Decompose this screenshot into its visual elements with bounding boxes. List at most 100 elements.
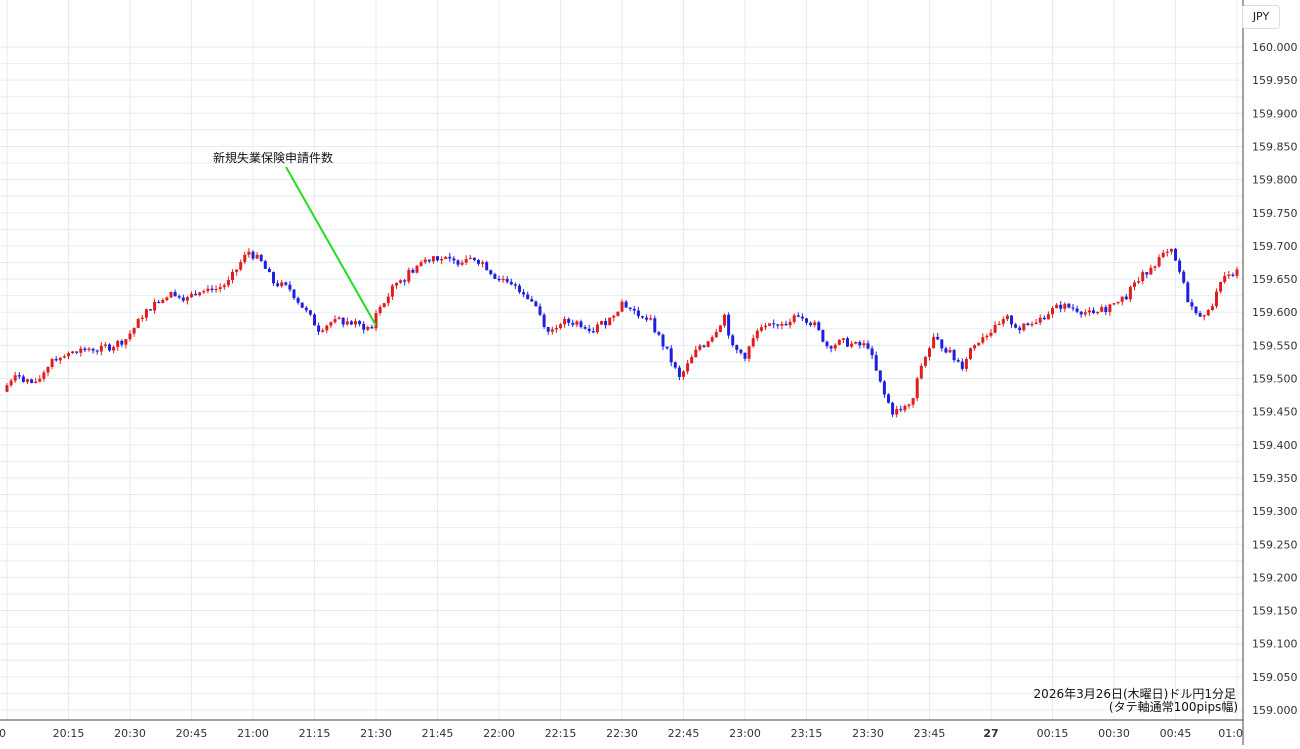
candle-body xyxy=(304,307,308,311)
candle-body xyxy=(75,351,79,353)
candle-body xyxy=(887,394,890,403)
candle-body xyxy=(452,258,456,261)
candle-body xyxy=(899,408,903,411)
x-tick-label: 23:30 xyxy=(852,727,884,740)
candle-body xyxy=(878,370,882,382)
candle-body xyxy=(284,282,288,285)
x-tick-label: 21:30 xyxy=(360,727,392,740)
candle-body xyxy=(149,309,152,311)
candle-body xyxy=(222,285,226,288)
y-tick-label: 159.200 xyxy=(1252,571,1298,584)
x-tick-label: 22:15 xyxy=(545,727,577,740)
candle-body xyxy=(50,359,54,367)
candle-body xyxy=(1141,272,1145,282)
candle-body xyxy=(1079,311,1083,315)
candle-body xyxy=(386,296,390,304)
candle-body xyxy=(9,380,13,386)
candle-body xyxy=(378,307,382,314)
candle-body xyxy=(587,328,591,332)
candle-body xyxy=(973,345,977,349)
candle-body xyxy=(690,357,694,364)
candle-body xyxy=(34,381,38,384)
candle-body xyxy=(46,366,50,373)
candle-body xyxy=(636,310,640,317)
candle-body xyxy=(370,326,374,329)
candle-body xyxy=(272,272,275,284)
candle-body xyxy=(91,348,95,351)
y-tick-label: 159.450 xyxy=(1252,406,1298,419)
candle-body xyxy=(1145,272,1149,275)
candle-body xyxy=(1038,317,1042,323)
candle-body xyxy=(448,256,452,259)
caption-subtitle: (タテ軸通常100pips幅) xyxy=(1109,699,1238,714)
candle-body xyxy=(1182,271,1186,283)
y-tick-label: 159.800 xyxy=(1252,174,1298,187)
candle-body xyxy=(157,301,161,304)
currency-badge[interactable]: JPY xyxy=(1242,5,1280,29)
candle-body xyxy=(1010,315,1013,325)
candle-body xyxy=(583,327,587,329)
y-tick-label: 159.250 xyxy=(1252,538,1298,551)
x-tick-label: 00:30 xyxy=(1098,727,1130,740)
candle-body xyxy=(1157,257,1161,267)
candle-body xyxy=(247,251,251,255)
candle-body xyxy=(612,315,616,318)
x-tick-label: 01:0 xyxy=(1218,727,1243,740)
y-tick-label: 159.150 xyxy=(1252,605,1298,618)
candle-body xyxy=(108,344,111,351)
candle-body xyxy=(1227,274,1231,276)
candle-body xyxy=(919,365,923,379)
candle-body xyxy=(165,297,169,301)
candle-body xyxy=(595,324,599,333)
candle-body xyxy=(710,337,714,342)
y-tick-label: 159.550 xyxy=(1252,339,1298,352)
candle-body xyxy=(956,360,960,362)
candle-body xyxy=(1231,274,1235,276)
candle-body xyxy=(202,291,206,293)
candle-body xyxy=(366,326,370,330)
candle-body xyxy=(1190,302,1194,307)
candle-body xyxy=(493,274,497,279)
candle-body xyxy=(464,259,468,263)
candle-body xyxy=(1235,269,1239,276)
candle-body xyxy=(673,362,677,368)
candle-body xyxy=(714,331,718,338)
candle-body xyxy=(321,330,325,332)
candle-body xyxy=(948,350,952,353)
candle-body xyxy=(38,378,42,382)
y-tick-label: 159.000 xyxy=(1252,704,1298,717)
candle-body xyxy=(702,345,706,347)
candle-body xyxy=(292,289,296,299)
x-tick-label: 23:15 xyxy=(791,727,823,740)
candle-body xyxy=(1055,304,1059,309)
candle-body xyxy=(522,292,526,295)
candle-body xyxy=(993,324,997,333)
candle-body xyxy=(263,261,267,269)
candle-body xyxy=(817,322,821,330)
candle-body xyxy=(850,343,854,347)
candle-body xyxy=(813,322,817,326)
candle-body xyxy=(419,262,423,266)
candle-body xyxy=(354,321,357,325)
candle-body xyxy=(71,351,75,354)
candle-body xyxy=(468,257,472,260)
x-tick-label: 21:15 xyxy=(299,727,331,740)
candle-body xyxy=(382,303,386,308)
candle-body xyxy=(1087,310,1091,313)
candle-body xyxy=(1153,266,1157,268)
x-tick-label: 22:00 xyxy=(483,727,515,740)
candle-body xyxy=(846,338,849,347)
candle-body xyxy=(17,375,21,377)
candle-body xyxy=(591,331,595,333)
candle-body xyxy=(210,288,214,291)
candle-body xyxy=(95,350,99,352)
candle-body xyxy=(440,259,444,261)
candle-body xyxy=(194,293,198,296)
candle-body xyxy=(1018,327,1022,331)
candle-body xyxy=(505,278,509,282)
candle-body xyxy=(214,289,218,291)
candle-body xyxy=(989,332,993,336)
candle-body xyxy=(472,257,476,261)
candle-body xyxy=(1075,308,1079,312)
